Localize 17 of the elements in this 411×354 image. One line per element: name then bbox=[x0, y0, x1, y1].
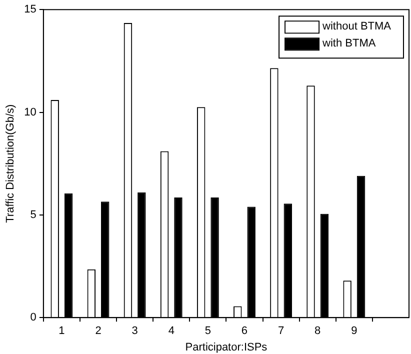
x-tick-label: 8 bbox=[314, 325, 321, 338]
x-tick-label: 6 bbox=[241, 325, 248, 338]
x-tick-label: 2 bbox=[95, 325, 102, 338]
x-tick-label: 5 bbox=[204, 325, 211, 338]
y-tick-label: 15 bbox=[24, 4, 36, 16]
x-tick-label: 7 bbox=[278, 325, 284, 338]
y-tick-label: 10 bbox=[24, 106, 36, 118]
x-tick-label: 1 bbox=[58, 325, 65, 338]
x-tick-label: 9 bbox=[351, 325, 358, 338]
y-tick-label: 5 bbox=[30, 208, 36, 221]
x-tick-label: 4 bbox=[168, 325, 174, 338]
x-axis-title: Participator:ISPs bbox=[185, 341, 268, 354]
legend-label: without BTMA bbox=[322, 20, 392, 33]
y-axis-title: Traffic Distribution(Gb/s) bbox=[4, 104, 17, 223]
x-tick-label: 3 bbox=[132, 325, 138, 338]
legend-label: with BTMA bbox=[322, 38, 376, 50]
y-tick-label: 0 bbox=[30, 312, 36, 324]
